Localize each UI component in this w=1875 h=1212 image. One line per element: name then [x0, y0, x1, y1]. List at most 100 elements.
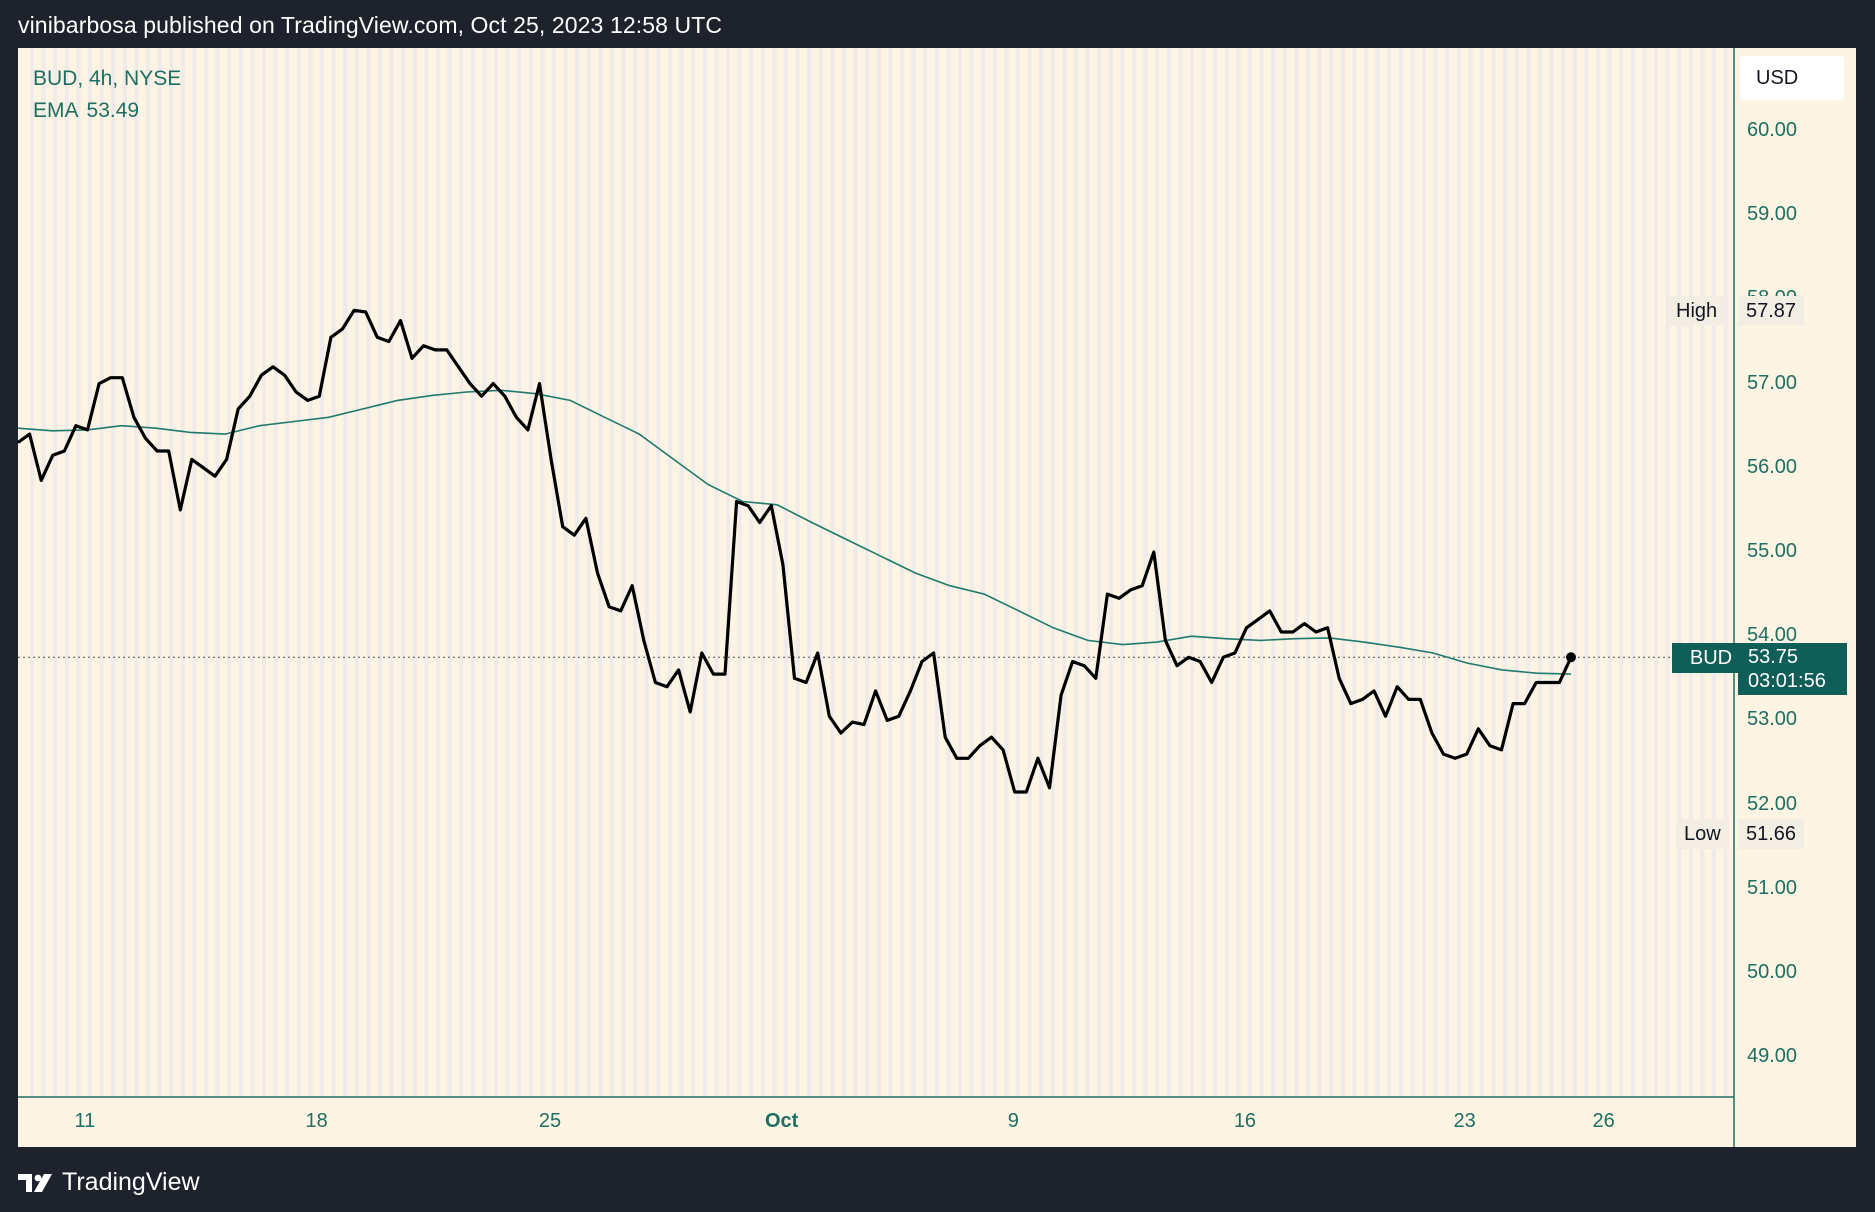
session-stripe — [818, 48, 823, 1097]
session-stripe — [691, 48, 696, 1097]
session-stripe — [1619, 48, 1624, 1097]
price-tick: 52.00 — [1747, 792, 1798, 815]
session-stripe — [795, 48, 800, 1097]
session-stripe — [1375, 48, 1380, 1097]
session-stripe — [1445, 48, 1450, 1097]
low-label: Low — [1676, 819, 1729, 849]
session-stripe — [888, 48, 893, 1097]
publish-header: vinibarbosa published on TradingView.com… — [18, 12, 723, 38]
session-stripe — [273, 48, 278, 1097]
session-stripe — [702, 48, 707, 1097]
session-stripe — [1607, 48, 1612, 1097]
session-stripe — [726, 48, 730, 1097]
session-stripe — [227, 48, 232, 1097]
session-stripe — [1201, 48, 1206, 1097]
session-stripe — [958, 48, 962, 1097]
price-tick: 51.00 — [1747, 876, 1798, 899]
session-stripe — [1062, 48, 1067, 1097]
session-stripe — [262, 48, 266, 1097]
session-stripe — [865, 48, 870, 1097]
high-label: High — [1668, 296, 1726, 326]
session-stripe — [1491, 48, 1496, 1097]
session-stripe — [1410, 48, 1415, 1097]
session-stripe — [517, 48, 522, 1097]
session-stripe — [436, 48, 440, 1097]
session-stripe — [1549, 48, 1554, 1097]
session-stripe — [1050, 48, 1055, 1097]
session-stripe — [923, 48, 928, 1097]
legend-symbol: BUD, 4h, NYSE — [33, 67, 182, 90]
current-price-badge: 53.75 03:01:56 — [1738, 643, 1847, 695]
price-tick: 54.00 — [1747, 624, 1798, 647]
session-stripe — [215, 48, 220, 1097]
session-stripe — [459, 48, 464, 1097]
session-stripe — [354, 48, 359, 1097]
session-stripe — [505, 48, 510, 1097]
session-stripe — [1352, 48, 1357, 1097]
price-line — [17, 308, 1573, 794]
session-stripe — [1514, 48, 1519, 1097]
session-stripe — [1074, 48, 1078, 1097]
session-stripe — [494, 48, 498, 1097]
session-stripe — [482, 48, 487, 1097]
session-stripe — [1271, 48, 1276, 1097]
high-value: 57.87 — [1738, 296, 1805, 326]
session-stripe — [876, 48, 881, 1097]
price-tick: 60.00 — [1747, 119, 1798, 141]
session-stripe — [714, 48, 719, 1097]
session-stripe — [842, 48, 846, 1097]
price-tick: 57.00 — [1747, 371, 1798, 394]
session-stripe — [1016, 48, 1020, 1097]
session-stripe — [64, 48, 69, 1097]
tradingview-logo-icon — [18, 1173, 52, 1192]
session-stripe — [41, 48, 46, 1097]
session-stripe — [1387, 48, 1392, 1097]
low-value: 51.66 — [1738, 819, 1805, 849]
session-stripe — [1584, 48, 1589, 1097]
time-tick: 18 — [305, 1110, 328, 1132]
session-stripe — [946, 48, 951, 1097]
session-stripe — [1642, 48, 1647, 1097]
session-stripe — [180, 48, 185, 1097]
tradingview-brand: TradingView — [62, 1168, 200, 1196]
legend-ema-value: 53.49 — [86, 99, 140, 122]
session-stripe — [552, 48, 556, 1097]
session-stripe — [378, 48, 382, 1097]
session-stripe — [610, 48, 614, 1097]
session-stripe — [401, 48, 406, 1097]
price-tick: 55.00 — [1747, 540, 1798, 562]
session-stripe — [1503, 48, 1508, 1097]
session-stripe — [1561, 48, 1566, 1097]
session-stripe — [1538, 48, 1542, 1097]
session-stripe — [807, 48, 812, 1097]
tradingview-logo[interactable]: TradingView — [18, 1168, 200, 1197]
session-stripe — [668, 48, 672, 1097]
session-stripe — [285, 48, 290, 1097]
session-stripe — [981, 48, 986, 1097]
session-stripe — [1282, 48, 1287, 1097]
current-symbol-badge: BUD — [1672, 643, 1750, 673]
session-stripe — [1654, 48, 1658, 1097]
legend-ema-label: EMA — [33, 99, 79, 122]
ema-line — [17, 389, 1572, 675]
session-stripe — [122, 48, 127, 1097]
session-stripe — [679, 48, 684, 1097]
session-stripe — [528, 48, 533, 1097]
price-tick: 56.00 — [1747, 455, 1798, 478]
session-stripe — [447, 48, 452, 1097]
session-stripe — [1526, 48, 1531, 1097]
currency-button[interactable]: USD — [1740, 56, 1844, 100]
session-stripe — [1340, 48, 1345, 1097]
session-stripe — [563, 48, 568, 1097]
session-stripe — [1468, 48, 1473, 1097]
session-stripe — [1422, 48, 1426, 1097]
session-stripe — [192, 48, 197, 1097]
session-stripe — [111, 48, 116, 1097]
session-stripe — [540, 48, 545, 1097]
time-tick: 11 — [74, 1110, 96, 1132]
session-stripe — [1329, 48, 1334, 1097]
session-stripe — [621, 48, 626, 1097]
session-stripes — [30, 48, 1728, 1097]
session-stripe — [1039, 48, 1044, 1097]
